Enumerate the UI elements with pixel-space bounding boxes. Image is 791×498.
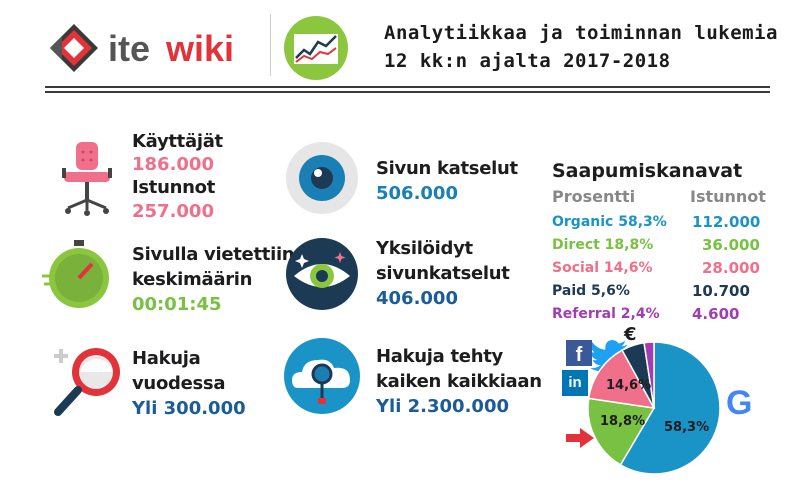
channel-organic-label: Organic 58,3% bbox=[552, 214, 667, 230]
pie-slice-referral bbox=[643, 341, 655, 409]
channel-paid-label: Paid 5,6% bbox=[552, 283, 630, 299]
logo-text-ite: ite bbox=[108, 28, 151, 69]
alltime-searches-label-line2: kaiken kaikkiaan bbox=[376, 371, 542, 392]
header-divider bbox=[270, 14, 271, 76]
channel-direct-label: Direct 18,8% bbox=[552, 237, 654, 253]
pie-label-direct: 18,8% bbox=[600, 414, 646, 429]
alltime-searches-value: Yli 2.300.000 bbox=[376, 396, 509, 417]
stopwatch-icon bbox=[42, 240, 109, 308]
pie-slice-social bbox=[587, 349, 656, 409]
page-title-line1: Analytiikkaa ja toiminnan lukemia bbox=[384, 22, 778, 44]
searches-label-line1: Hakuja bbox=[132, 348, 201, 369]
channels-col-sessions: Istunnot bbox=[690, 187, 766, 206]
alltime-searches-label-line1: Hakuja tehty bbox=[376, 346, 503, 367]
time-label-line1: Sivulla vietettiin bbox=[132, 244, 295, 265]
time-label-line2: keskimäärin bbox=[132, 269, 253, 290]
pie-slice-organic bbox=[619, 341, 721, 475]
channel-direct-sessions: 36.000 bbox=[702, 236, 760, 254]
channels-col-percent: Prosentti bbox=[552, 187, 636, 206]
unique-views-label-line1: Yksilöidyt bbox=[376, 238, 473, 259]
header-rule-bottom bbox=[45, 91, 770, 93]
google-icon: G bbox=[726, 384, 753, 422]
watching-eye-icon bbox=[286, 238, 358, 310]
cloud-search-icon bbox=[284, 338, 360, 414]
header-rule-top bbox=[45, 86, 770, 88]
channel-referral-sessions: 4.600 bbox=[692, 305, 740, 323]
unique-views-value: 406.000 bbox=[376, 288, 458, 309]
users-value: 186.000 bbox=[132, 154, 214, 175]
logo-text-wiki: wiki bbox=[166, 28, 235, 69]
pie-label-social: 14,6% bbox=[606, 378, 652, 393]
euro-icon: € bbox=[624, 324, 637, 345]
sessions-label: Istunnot bbox=[132, 177, 216, 198]
pie-slice-direct bbox=[587, 397, 656, 466]
pageviews-label: Sivun katselut bbox=[376, 158, 518, 179]
searches-label-line2: vuodessa bbox=[132, 373, 226, 394]
analytics-chart-icon bbox=[284, 16, 348, 80]
channel-social-label: Social 14,6% bbox=[552, 260, 653, 276]
itewiki-logo-mark-icon bbox=[50, 24, 98, 72]
channels-title: Saapumiskanavat bbox=[552, 160, 743, 182]
users-label: Käyttäjät bbox=[132, 131, 223, 152]
page-title-line2: 12 kk:n ajalta 2017-2018 bbox=[384, 50, 671, 72]
magnifier-icon bbox=[54, 348, 120, 416]
office-chair-icon bbox=[62, 142, 112, 216]
sessions-value: 257.000 bbox=[132, 201, 214, 222]
searches-value: Yli 300.000 bbox=[132, 398, 246, 419]
unique-views-label-line2: sivunkatselut bbox=[376, 263, 510, 284]
arrow-right-icon bbox=[566, 428, 594, 448]
channels-pie-chart bbox=[587, 341, 721, 475]
pie-label-organic: 58,3% bbox=[664, 420, 710, 435]
linkedin-icon: in bbox=[562, 370, 588, 396]
channel-referral-label: Referral 2,4% bbox=[552, 306, 660, 322]
channel-organic-sessions: 112.000 bbox=[692, 213, 761, 231]
channel-social-sessions: 28.000 bbox=[702, 259, 760, 277]
facebook-icon: f bbox=[566, 340, 592, 366]
time-value: 00:01:45 bbox=[132, 294, 222, 315]
eye-icon bbox=[286, 142, 358, 214]
channel-paid-sessions: 10.700 bbox=[692, 282, 750, 300]
pageviews-value: 506.000 bbox=[376, 183, 458, 204]
